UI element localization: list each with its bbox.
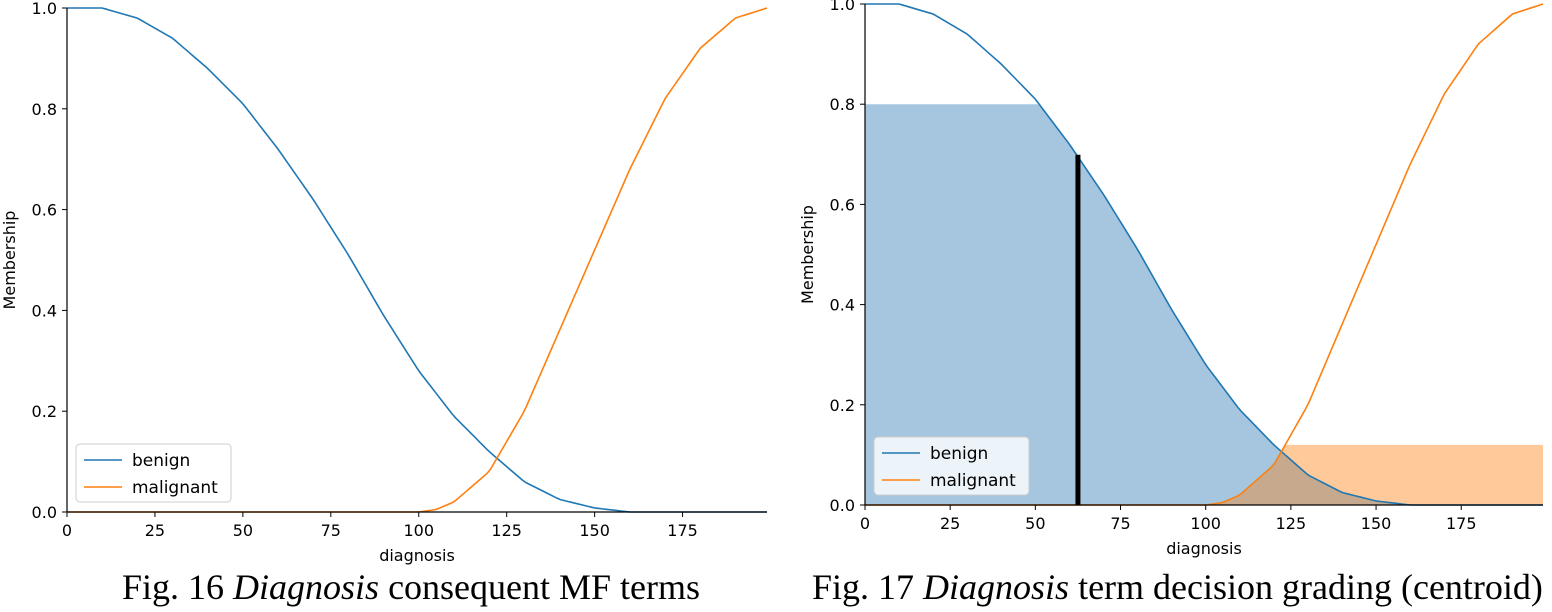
y-tick-label: 1.0 [32,0,57,18]
x-tick-label: 50 [1025,514,1045,533]
caption-fig17-suffix: term decision grading (centroid) [1069,567,1543,607]
y-tick-label: 0.6 [830,195,855,214]
caption-fig16: Fig. 16 Diagnosis consequent MF terms [122,566,700,608]
chart-diagnosis-decision-grading: 0 25 50 75 100 125 150 175 0.0 0.2 0.4 0.6 0.8 1.0 dia… [798,0,1544,558]
x-tick-label: 100 [1190,514,1221,533]
x-tick-label: 75 [321,521,341,540]
x-tick-label: 125 [491,521,522,540]
y-tick-label: 0.4 [32,301,57,320]
x-tick-label: 175 [1446,514,1477,533]
x-tick-label: 175 [667,521,698,540]
x-tick-label: 150 [579,521,610,540]
x-tick-label: 0 [62,521,72,540]
y-tick-label: 0.0 [32,503,57,522]
x-tick-label: 25 [145,521,165,540]
x-tick-label: 50 [233,521,253,540]
y-tick-label: 0.8 [32,100,57,119]
x-tick-label: 100 [403,521,434,540]
caption-fig16-prefix: Fig. 16 [122,567,234,607]
x-axis-label: diagnosis [379,546,455,565]
caption-fig17: Fig. 17 Diagnosis term decision grading … [812,566,1543,608]
y-tick-label: 0.8 [830,95,855,114]
activation-fill-malignant [865,444,1543,505]
legend-label-benign: benign [132,451,190,471]
legend-label-benign: benign [930,444,988,464]
caption-fig17-prefix: Fig. 17 [812,567,924,607]
y-tick-label: 0.4 [830,296,855,315]
chart-diagnosis-mf-terms: 0 25 50 75 100 125 150 175 0.0 0.2 0.4 0.6 0.8 1.0 dia… [0,0,768,565]
y-tick-label: 0.6 [32,201,57,220]
x-tick-label: 125 [1276,514,1307,533]
series-line-malignant [67,7,768,513]
y-tick-label: 1.0 [830,0,855,14]
y-tick-label: 0.2 [830,396,855,415]
x-tick-label: 0 [860,514,870,533]
caption-fig17-italic: Diagnosis [923,567,1070,607]
caption-fig16-italic: Diagnosis [233,567,380,607]
y-tick-label: 0.2 [32,402,57,421]
x-tick-label: 25 [940,514,960,533]
x-axis-label: diagnosis [1166,539,1242,558]
x-tick-label: 150 [1361,514,1392,533]
legend-label-malignant: malignant [132,478,218,498]
series-line-benign [67,7,767,513]
caption-fig16-suffix: consequent MF terms [379,567,701,607]
legend-label-malignant: malignant [930,471,1016,491]
x-tick-label: 75 [1110,514,1130,533]
y-tick-label: 0.0 [830,496,855,515]
activation-fill-benign [865,104,1543,505]
y-axis-label: Membership [798,205,817,304]
y-axis-label: Membership [0,211,19,310]
